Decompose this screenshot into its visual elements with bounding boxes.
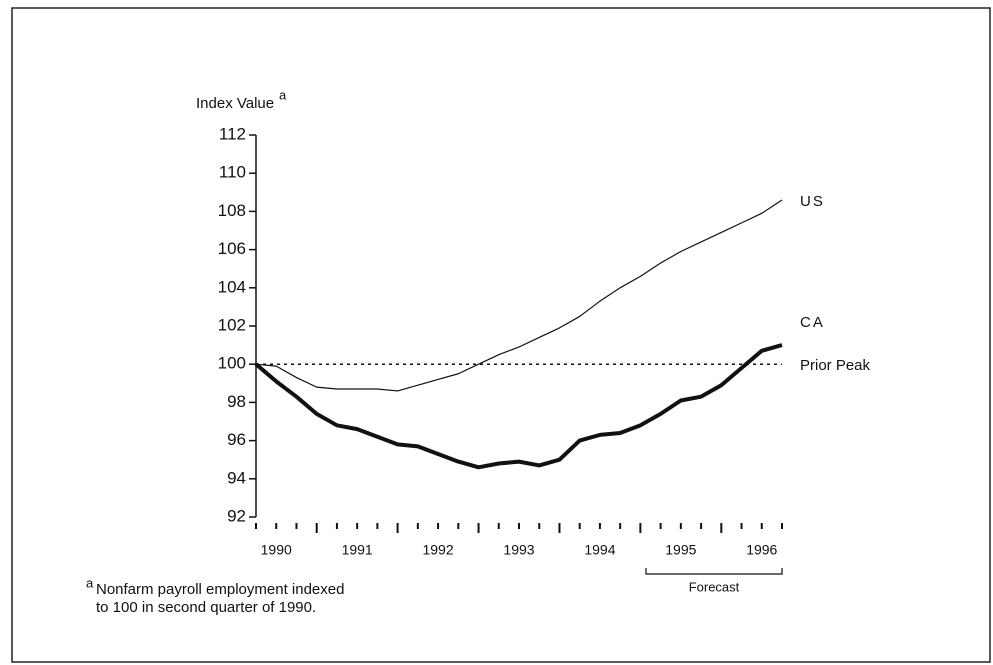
y-axis-label-note: a bbox=[279, 87, 287, 102]
frame bbox=[11, 7, 991, 663]
y-tick-label: 106 bbox=[218, 239, 246, 258]
y-tick-label: 92 bbox=[227, 506, 246, 525]
footnote-line: to 100 in second quarter of 1990. bbox=[96, 599, 316, 616]
x-tick-label: 1990 bbox=[261, 542, 292, 558]
y-tick-label: 98 bbox=[227, 392, 246, 411]
series-line bbox=[254, 343, 783, 470]
y-tick-label: 110 bbox=[219, 163, 246, 182]
forecast-bracket bbox=[645, 568, 783, 575]
x-tick-label: 1995 bbox=[665, 542, 696, 558]
y-tick-label: 100 bbox=[218, 354, 246, 373]
y-tick-label: 104 bbox=[218, 277, 246, 296]
footnote-mark: a bbox=[86, 575, 94, 590]
x-tick-label: 1996 bbox=[746, 542, 777, 558]
footnote-line: Nonfarm payroll employment indexed bbox=[96, 581, 344, 598]
y-tick-label: 108 bbox=[218, 201, 246, 220]
reference-label: Prior Peak bbox=[800, 357, 871, 374]
x-tick-label: 1992 bbox=[422, 542, 453, 558]
y-tick-label: 94 bbox=[227, 468, 246, 487]
y-tick-label: 102 bbox=[218, 315, 246, 334]
x-tick-label: 1991 bbox=[342, 542, 373, 558]
x-tick-label: 1994 bbox=[584, 542, 615, 558]
forecast-label: Forecast bbox=[689, 579, 740, 594]
y-axis-label: Index Value bbox=[196, 95, 274, 112]
series-label: US bbox=[800, 193, 825, 210]
y-tick-label: 96 bbox=[227, 430, 246, 449]
series-line bbox=[255, 199, 783, 392]
x-tick-label: 1993 bbox=[503, 542, 534, 558]
series-label: CA bbox=[800, 314, 825, 331]
y-tick-label: 112 bbox=[219, 124, 246, 143]
